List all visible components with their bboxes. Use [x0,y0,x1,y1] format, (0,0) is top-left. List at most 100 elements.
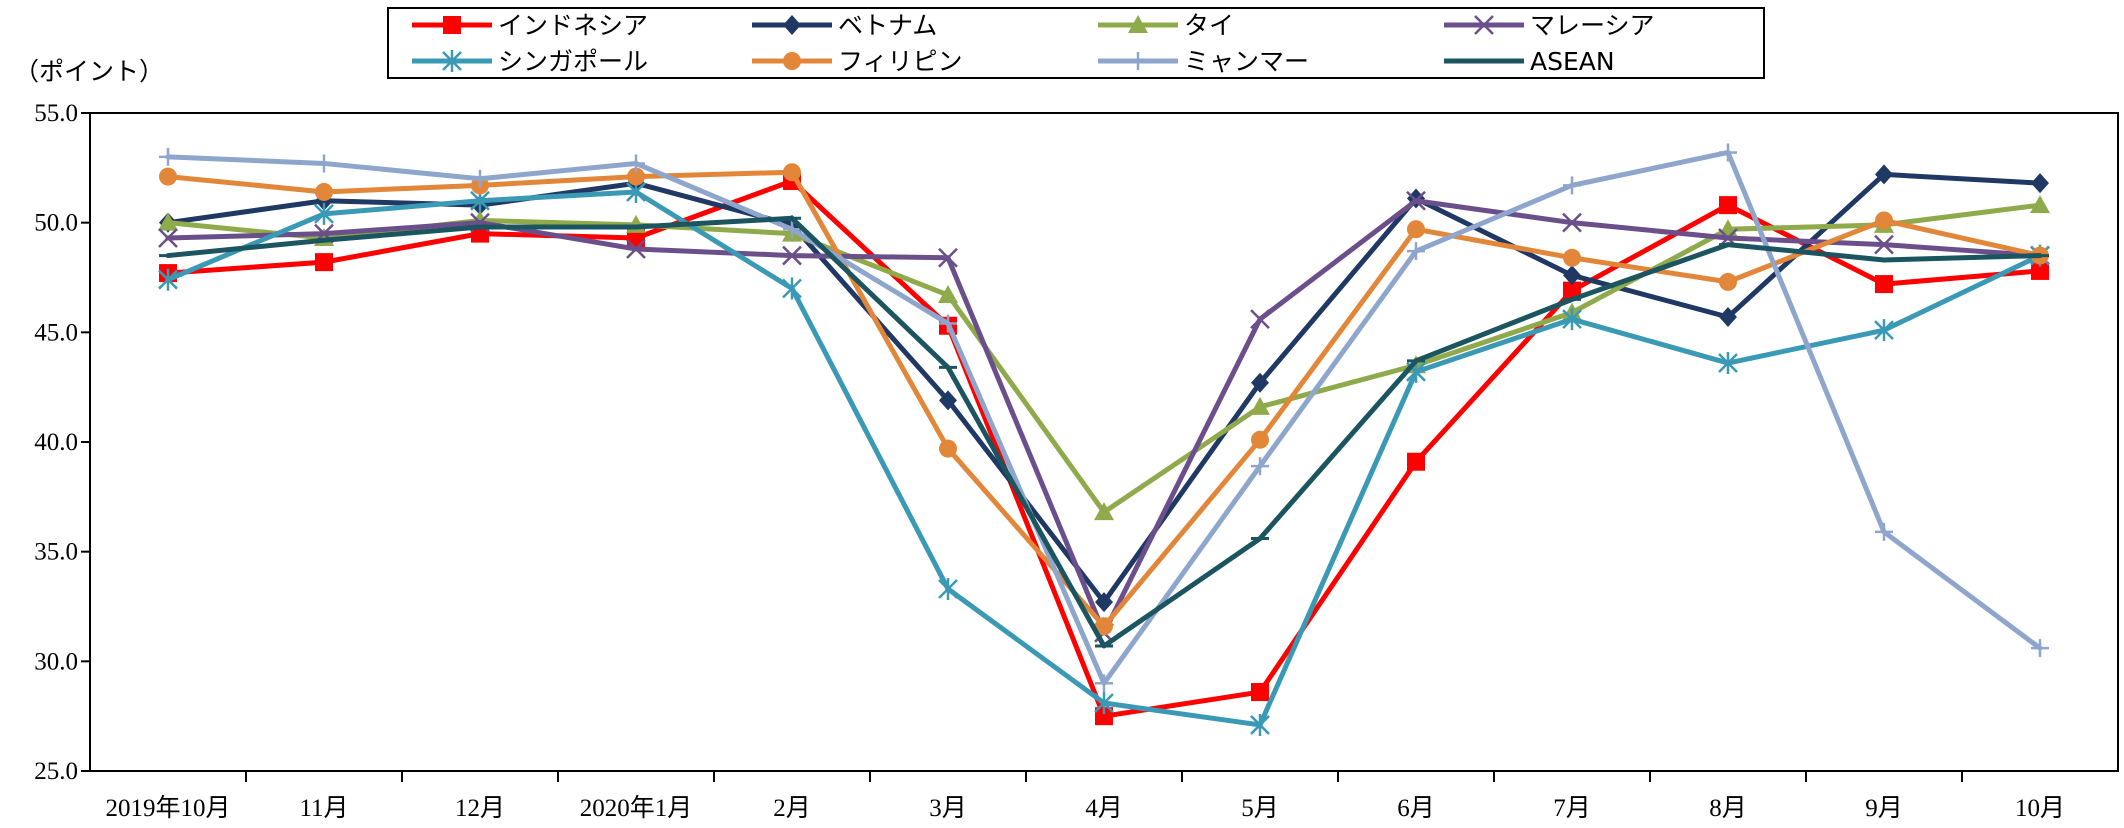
series-6 [159,163,2049,636]
data-point [1719,272,1737,291]
series-line [165,198,2043,636]
data-point [783,220,801,239]
x-tick-label: 10月 [2015,795,2065,822]
data-point [2030,195,2050,214]
data-point [1407,242,1425,261]
y-tick-label: 25.0 [34,758,78,785]
data-point [1563,281,1581,300]
data-point [1562,308,1582,331]
data-point [158,268,178,291]
series-5 [158,180,2050,736]
data-point [1251,457,1269,476]
data-point [1563,248,1581,267]
x-tick-label: 12月 [455,795,505,822]
x-tick-label: 2月 [773,795,811,822]
data-point [314,202,334,225]
data-point [1250,713,1270,736]
legend-marker [1128,15,1148,33]
legend-label: タイ [1184,11,1234,40]
x-tick-label: 11月 [299,795,348,822]
legend-entry: ASEAN [1444,47,1615,76]
y-tick-label: 35.0 [34,539,78,566]
data-point [782,245,802,266]
data-point [627,154,645,173]
data-point [1562,212,1582,233]
data-point [939,390,957,411]
data-point [1875,164,1893,185]
x-tick-label: 5月 [1241,795,1279,822]
legend-marker [783,15,801,35]
data-point [1875,211,1893,230]
legend-label: ASEAN [1530,47,1615,76]
legend-label: インドネシア [498,11,648,40]
data-point [2031,173,2049,194]
data-point [1407,220,1425,239]
legend-label: フィリピン [838,47,963,76]
data-point [938,577,958,600]
data-point [1719,143,1737,162]
legend-label: マレーシア [1530,11,1655,40]
data-point [1563,265,1581,286]
x-tick-label: 6月 [1397,795,1435,822]
y-axis-ticks: 55.0 50.0 45.0 40.0 35.0 30.0 25.0 [34,100,90,785]
data-point [1095,707,1113,726]
y-tick-label: 30.0 [34,648,78,675]
data-point [1094,502,1114,521]
legend-label: シンガポール [498,47,648,76]
y-tick-label: 55.0 [34,100,78,127]
legend-entry: マレーシア [1444,11,1655,40]
y-axis-unit-label: （ポイント） [14,58,164,86]
x-tick-label: 9月 [1865,795,1903,822]
data-point [627,167,645,186]
y-tick-label: 50.0 [34,210,78,237]
legend-label: ベトナム [838,11,937,40]
data-point [159,167,177,186]
data-point [1718,352,1738,375]
data-point [1875,522,1893,541]
data-point [1406,190,1426,211]
data-point [782,277,802,300]
x-tick-label: 8月 [1709,795,1747,822]
y-tick-label: 45.0 [34,319,78,346]
legend-entry: タイ [1098,11,1234,40]
data-point [1874,234,1894,255]
data-point [1407,452,1425,471]
data-point [1251,372,1269,393]
data-point [1874,319,1894,342]
data-point [1875,275,1893,294]
data-point [2031,261,2049,280]
legend-entry: インドネシア [412,11,648,40]
data-point [1251,683,1269,702]
x-axis-ticks: 2019年10月 11月 12月 2020年1月 2月 3月 4月 5月 6月 7月 8月 9月 10月 [105,771,2065,822]
y-tick-label: 40.0 [34,429,78,456]
legend-label: ミャンマー [1184,47,1309,76]
series-line [165,178,2043,719]
data-point [315,182,333,201]
data-point [159,147,177,166]
series-group [158,143,2050,736]
legend-marker [443,16,461,34]
data-point [1719,196,1737,215]
legend-marker [1474,15,1494,35]
data-point [158,212,178,231]
data-point [1095,592,1113,613]
legend-entry: ベトナム [752,11,937,40]
data-point [1095,617,1113,636]
data-point [1251,430,1269,449]
data-point [783,163,801,182]
legend-entry: フィリピン [752,47,963,76]
data-point [1719,306,1737,327]
series-line [165,215,2043,649]
data-point [1094,692,1114,715]
x-tick-label: 7月 [1553,795,1591,822]
data-point [1250,396,1270,415]
data-point [939,314,957,333]
data-point [627,229,645,248]
series-8 [159,215,2049,649]
legend-marker [1129,52,1147,70]
data-point [2031,639,2049,658]
x-tick-label: 2020年1月 [580,794,693,822]
data-point [315,154,333,173]
data-point [1095,674,1113,693]
